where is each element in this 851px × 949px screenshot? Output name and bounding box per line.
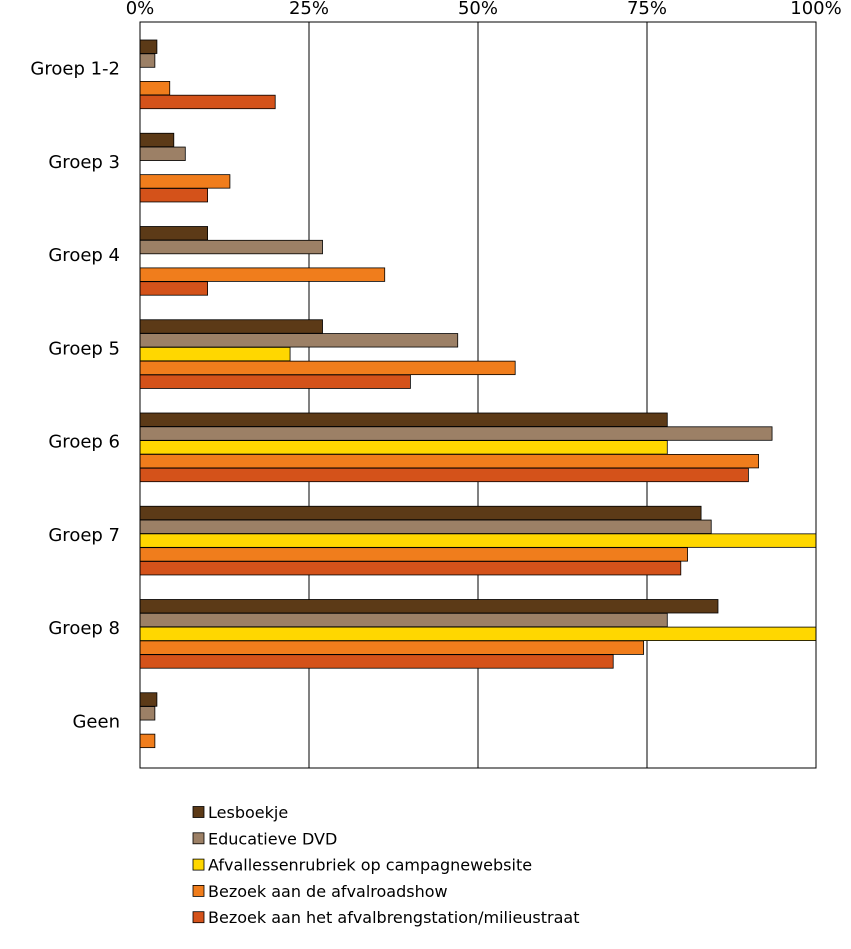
category-label: Groep 6 (48, 432, 120, 453)
bar (139, 547, 688, 562)
bar (139, 626, 817, 641)
bar (139, 53, 156, 68)
legend-swatch (192, 832, 205, 845)
legend-label: Bezoek aan het afvalbrengstation/milieus… (208, 908, 580, 927)
bar (139, 132, 175, 148)
bar (139, 412, 668, 427)
bar (139, 640, 645, 655)
bar (139, 706, 156, 721)
bar (139, 239, 323, 255)
x-tick-label: 100% (790, 0, 841, 19)
bar (139, 188, 208, 203)
bar (139, 440, 668, 455)
legend-label: Bezoek aan de afvalroadshow (208, 882, 448, 901)
legend-swatch (192, 911, 205, 924)
bar (139, 346, 291, 362)
bar (139, 94, 276, 110)
bar (139, 599, 719, 614)
bar (139, 519, 712, 534)
bar (139, 654, 614, 669)
bar (139, 333, 459, 348)
category-label: Geen (72, 711, 120, 732)
category-label: Groep 7 (48, 525, 120, 546)
x-tick-label: 25% (289, 0, 329, 19)
category-label: Groep 8 (48, 618, 120, 639)
legend-swatch (192, 858, 205, 871)
x-tick-label: 0% (126, 0, 155, 19)
x-axis-tick-labels: 0% 25% 50% 75% 100% (126, 0, 842, 19)
category-label: Groep 4 (48, 245, 120, 266)
bar (139, 453, 759, 469)
bar (139, 281, 208, 296)
bar (139, 39, 158, 54)
category-label: Groep 1-2 (30, 59, 120, 80)
category-label: Groep 3 (48, 152, 120, 173)
bar (139, 226, 208, 241)
legend-label: Afvallessenrubriek op campagnewebsite (208, 856, 532, 875)
bar (139, 267, 386, 282)
category-labels: Groep 1-2 Groep 3 Groep 4 Groep 5 Groep 6 Gro… (30, 59, 120, 733)
bar (139, 692, 158, 707)
legend-label: Lesboekje (208, 803, 288, 822)
bar (139, 467, 749, 483)
bar (139, 374, 411, 389)
bar (139, 733, 156, 749)
legend-swatch (192, 885, 205, 897)
bar (139, 533, 817, 548)
bar (139, 426, 773, 441)
bar (139, 561, 682, 576)
bar (139, 612, 668, 628)
bar (139, 319, 323, 334)
legend-swatch (192, 806, 205, 818)
bar (139, 505, 702, 521)
bar (139, 174, 231, 189)
legend-label: Educatieve DVD (208, 829, 337, 848)
plot-frame (139, 21, 817, 769)
x-tick-label: 75% (627, 0, 667, 19)
bar (139, 360, 516, 376)
legend: Lesboekje Educatieve DVD Afvallessenrubrie… (192, 803, 580, 927)
bars (139, 39, 817, 749)
bar (139, 81, 171, 96)
x-tick-label: 50% (458, 0, 498, 19)
category-label: Groep 5 (48, 338, 120, 359)
bar (139, 146, 186, 161)
